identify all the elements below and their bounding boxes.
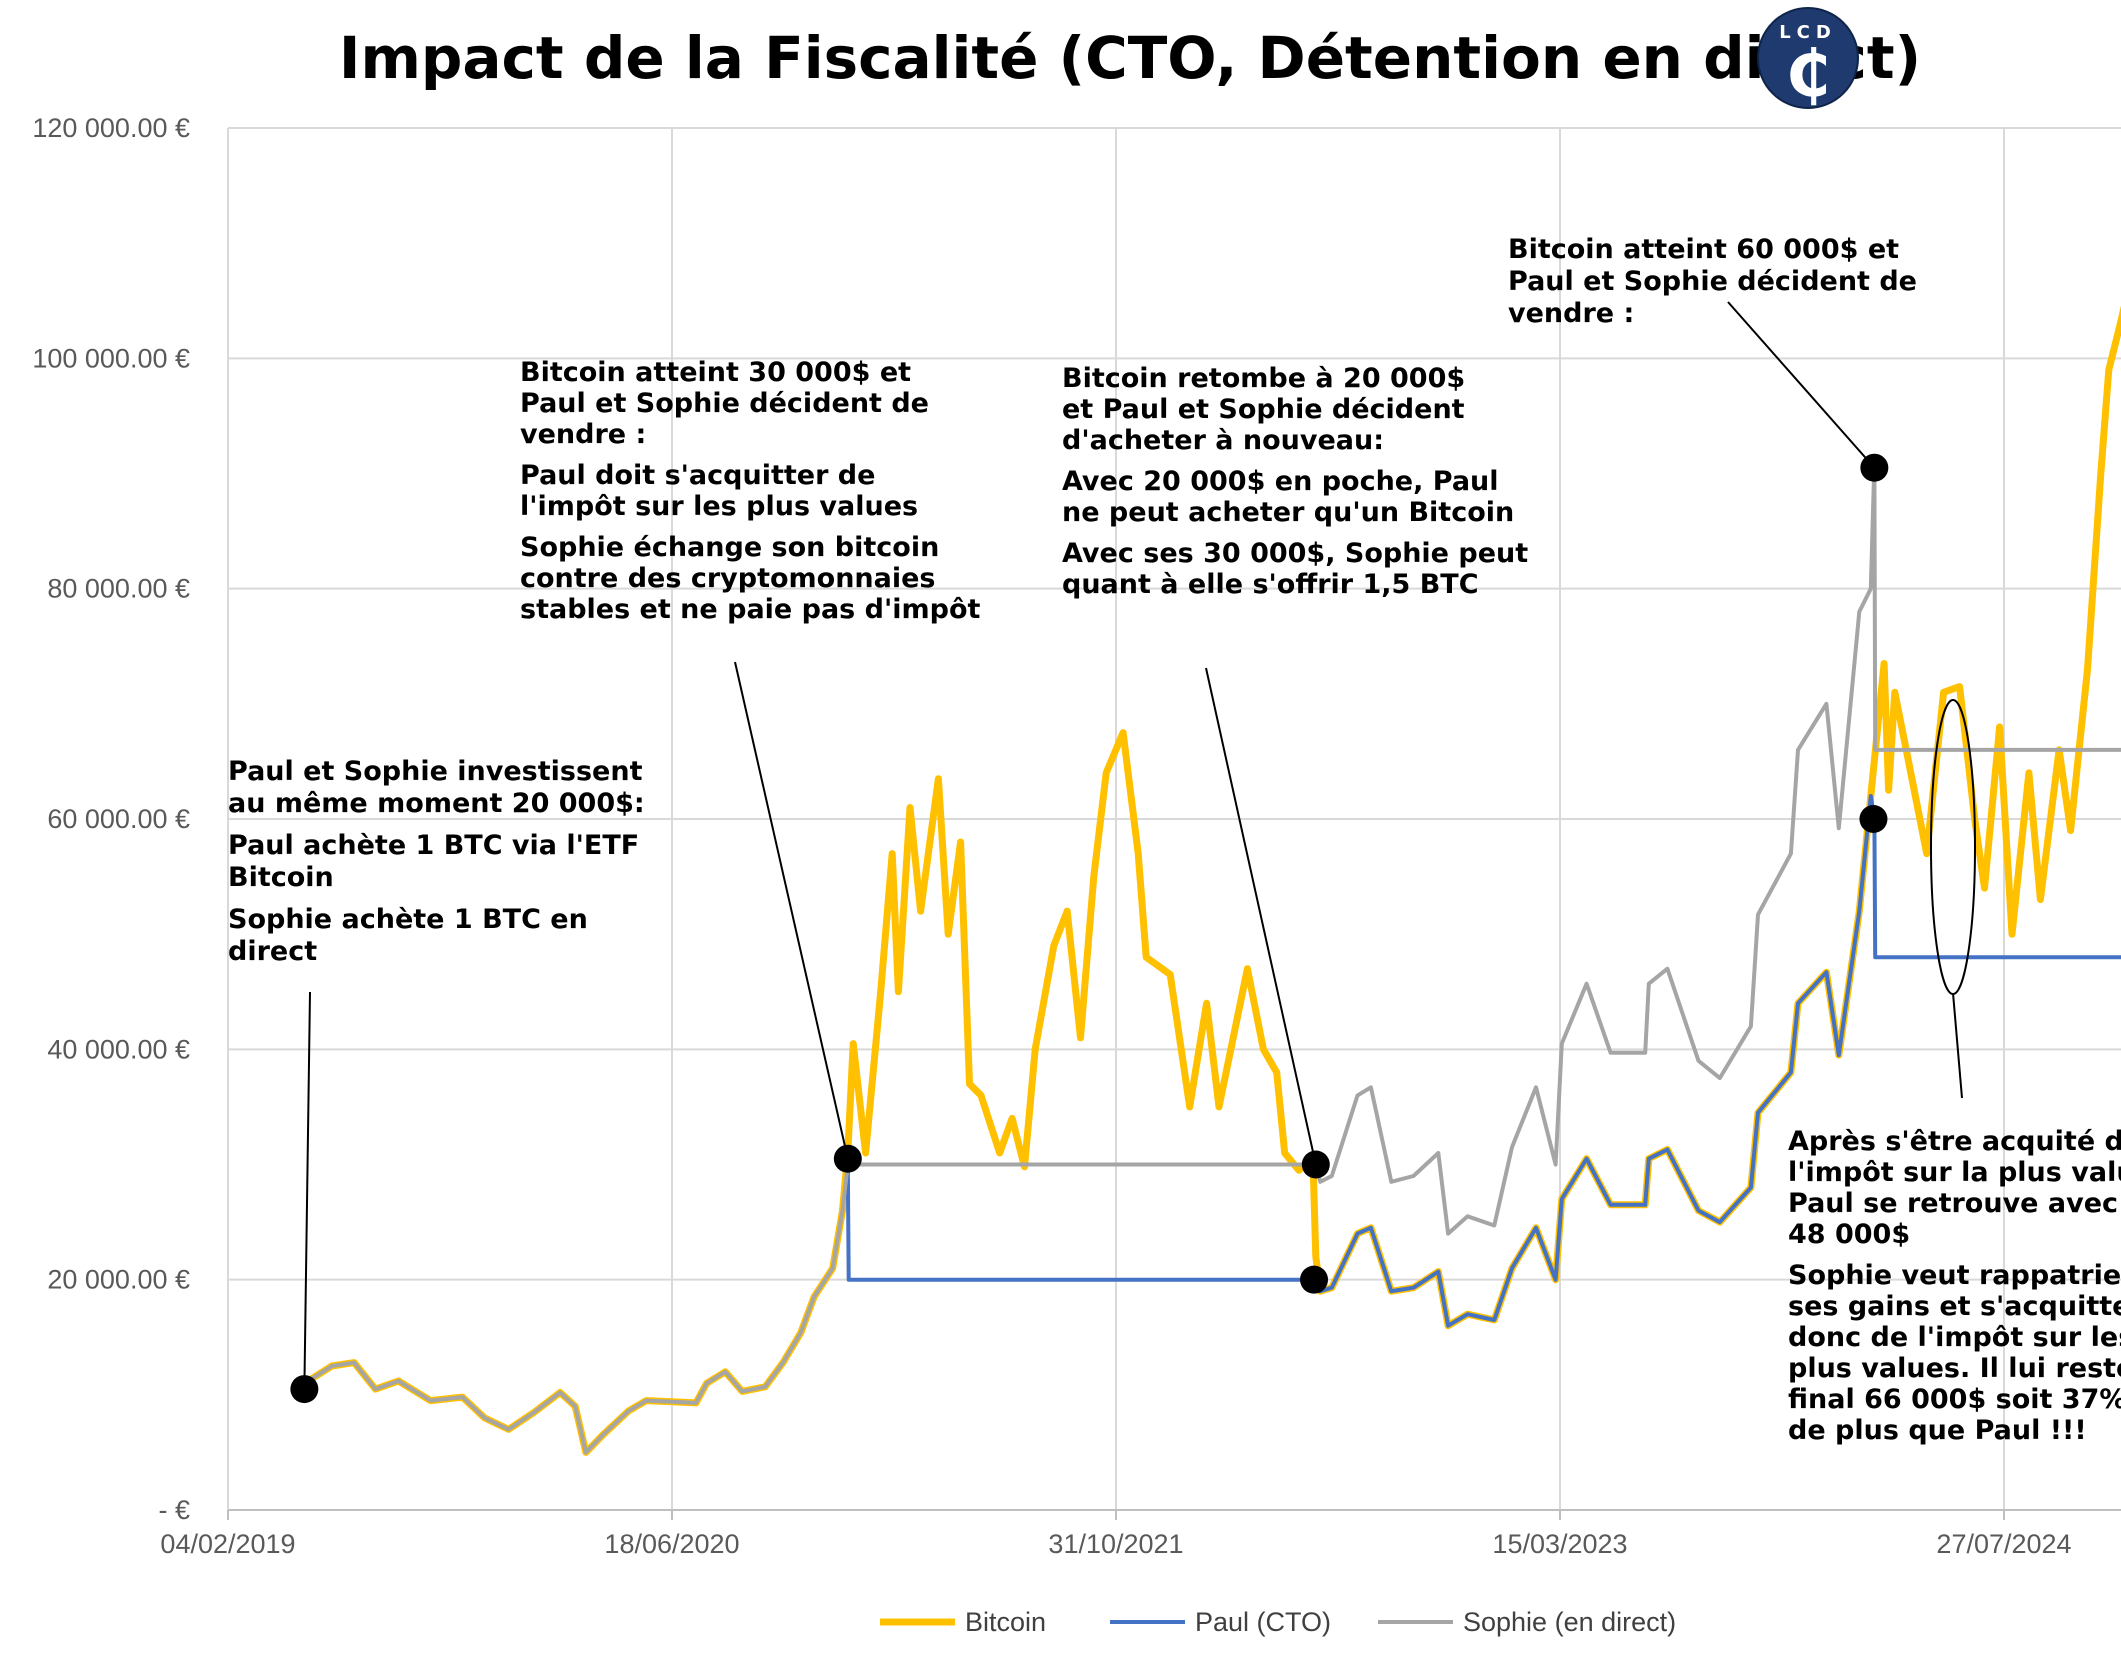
y-tick-label: 120 000.00 €: [32, 113, 190, 143]
annotation-leader: [1952, 992, 1963, 1099]
annotation-line: d'acheter à nouveau:: [1062, 425, 1384, 456]
highlight-ellipse-shape: [1930, 699, 1976, 995]
annotation-leader: [734, 661, 849, 1159]
annotation-line: Bitcoin atteint 60 000$ et: [1508, 234, 1899, 265]
legend-label: Sophie (en direct): [1463, 1607, 1676, 1637]
annotation-leader: [303, 991, 311, 1390]
y-tick-label: - €: [158, 1495, 190, 1525]
annotation-line: Paul se retrouve avec: [1788, 1188, 2118, 1219]
annotation-line: Bitcoin: [228, 862, 334, 893]
annotation-line: stables et ne paie pas d'impôt: [520, 594, 981, 625]
annotation-line: vendre :: [520, 419, 646, 450]
logo-symbol: ₵: [1786, 38, 1831, 112]
annotation-line: Avec 20 000$ en poche, Paul: [1062, 466, 1499, 497]
annotation-line: de plus que Paul !!!: [1788, 1415, 2087, 1446]
x-tick-label: 27/07/2024: [1936, 1529, 2071, 1559]
gridlines: [227, 127, 2121, 1510]
x-axis: 04/02/2019 18/06/2020 31/10/2021 15/03/2023…: [160, 1509, 2121, 1559]
annotation-leader: [1205, 667, 1317, 1165]
annotation-line: l'impôt sur la plus value,: [1788, 1157, 2121, 1188]
event-marker: [1859, 805, 1888, 833]
x-tick-label: 04/02/2019: [160, 1529, 295, 1559]
annotation-note: Après s'être acquité del'impôt sur la pl…: [1788, 1126, 2121, 1446]
annotation-line: Après s'être acquité de: [1788, 1126, 2121, 1157]
annotation-line: Sophie veut rappatrier: [1788, 1260, 2121, 1291]
legend-label: Paul (CTO): [1195, 1607, 1331, 1637]
annotation-line: Paul doit s'acquitter de: [520, 460, 875, 491]
paul-cto-line: [845, 794, 2121, 1328]
series-layer: [300, 305, 2121, 1456]
chart-title: Impact de la Fiscalité (CTO, Détention e…: [339, 24, 1921, 92]
annotation-line: Paul et Sophie investissent: [228, 756, 643, 787]
y-tick-label: 60 000.00 €: [47, 804, 190, 834]
y-tick-label: 20 000.00 €: [47, 1265, 190, 1295]
annotation-line: et Paul et Sophie décident: [1062, 394, 1465, 425]
annotation-leader: [1727, 301, 1876, 469]
lcd-logo: LCD ₵: [1757, 7, 1859, 112]
annotation-line: ses gains et s'acquitte: [1788, 1291, 2121, 1322]
annotation-line: Paul et Sophie décident de: [520, 388, 929, 419]
annotation-note: Bitcoin retombe à 20 000$et Paul et Soph…: [1062, 363, 1528, 600]
y-tick-label: 40 000.00 €: [47, 1034, 190, 1064]
annotation-line: vendre :: [1508, 298, 1634, 329]
annotation-line: Sophie achète 1 BTC en: [228, 904, 588, 935]
annotation-line: quant à elle s'offrir 1,5 BTC: [1062, 569, 1479, 600]
y-axis: - € 20 000.00 € 40 000.00 € 60 000.00 € 80 0…: [32, 113, 190, 1525]
legend: Bitcoin Paul (CTO) Sophie (en direct): [880, 1607, 1676, 1637]
legend-label: Bitcoin: [965, 1607, 1046, 1637]
y-tick-label: 100 000.00 €: [32, 343, 190, 373]
y-tick-label: 80 000.00 €: [47, 574, 190, 604]
legend-bitcoin: Bitcoin: [880, 1607, 1046, 1637]
annotation-line: direct: [228, 936, 317, 967]
legend-sophie: Sophie (en direct): [1378, 1607, 1676, 1637]
x-tick-label: 18/06/2020: [604, 1529, 739, 1559]
annotation-line: Paul et Sophie décident de: [1508, 266, 1917, 297]
highlight-ellipse: [1930, 699, 1976, 995]
annotation-leaders: [303, 301, 1963, 1390]
annotation-line: Bitcoin atteint 30 000$ et: [520, 357, 911, 388]
legend-paul: Paul (CTO): [1110, 1607, 1331, 1637]
annotation-line: ne peut acheter qu'un Bitcoin: [1062, 497, 1514, 528]
annotation-line: Bitcoin retombe à 20 000$: [1062, 363, 1465, 394]
annotation-line: plus values. Il lui reste au: [1788, 1353, 2121, 1384]
annotation-line: l'impôt sur les plus values: [520, 491, 918, 522]
x-tick-label: 31/10/2021: [1048, 1529, 1183, 1559]
annotation-line: Paul achète 1 BTC via l'ETF: [228, 830, 639, 861]
annotation-line: donc de l'impôt sur les: [1788, 1322, 2121, 1353]
event-marker: [1300, 1265, 1329, 1294]
annotation-line: contre des cryptomonnaies: [520, 563, 936, 594]
x-tick-label: 15/03/2023: [1492, 1529, 1627, 1559]
annotation-line: 48 000$: [1788, 1219, 1910, 1250]
annotation-line: final 66 000$ soit 37%: [1788, 1384, 2121, 1415]
annotation-line: Sophie échange son bitcoin: [520, 532, 939, 563]
sophie-direct-line: [302, 460, 2121, 1455]
annotation-line: au même moment 20 000$:: [228, 788, 645, 819]
annotation-line: Avec ses 30 000$, Sophie peut: [1062, 538, 1528, 569]
logo-letters: LCD: [1779, 22, 1837, 43]
